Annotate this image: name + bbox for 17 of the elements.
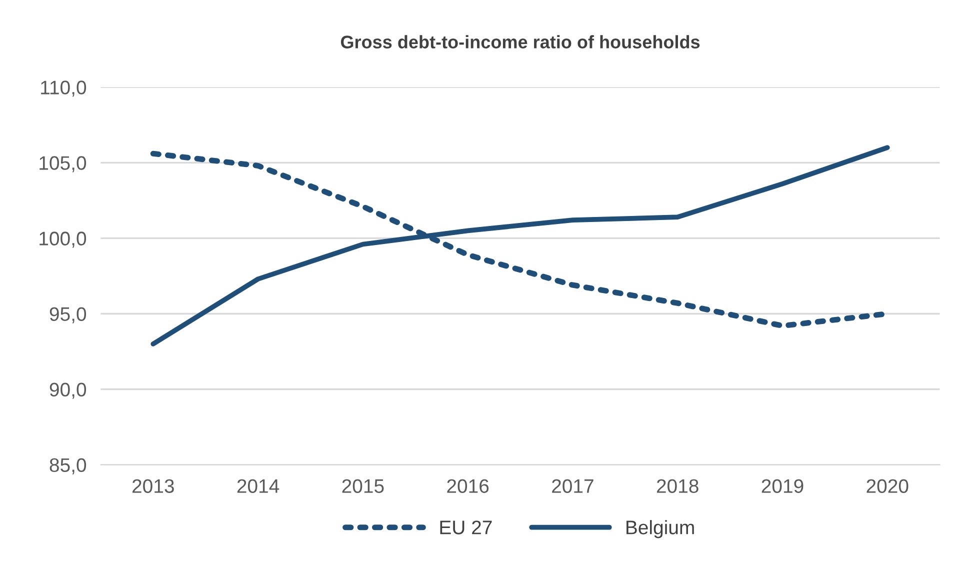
x-tick-label: 2017 (552, 479, 594, 493)
x-tick-label: 2015 (342, 479, 384, 493)
y-tick-label: 110,0 (41, 80, 86, 97)
x-tick-label: 2018 (656, 479, 698, 493)
x-tick-label: 2016 (447, 479, 489, 493)
x-tick-label: 2014 (237, 479, 280, 493)
y-tick-label: 105,0 (40, 156, 86, 172)
x-tick-label: 2013 (132, 479, 174, 493)
y-tick-label: 100,0 (40, 232, 86, 248)
x-tick-label: 2019 (762, 479, 804, 493)
y-tick-label: 90,0 (50, 382, 86, 399)
legend-label: Belgium (626, 520, 694, 538)
chart-title: Gross debt-to-income ratio of households (340, 35, 700, 48)
legend-label: EU 27 (440, 520, 492, 534)
y-tick-label: 95,0 (50, 307, 86, 324)
x-tick-label: 2020 (866, 479, 908, 493)
y-tick-label: 85,0 (50, 458, 86, 474)
